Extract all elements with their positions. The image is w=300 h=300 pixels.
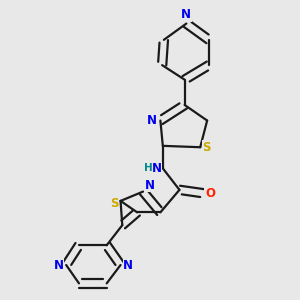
Text: S: S: [202, 141, 211, 154]
Text: H: H: [143, 164, 152, 173]
Text: N: N: [53, 259, 64, 272]
Text: N: N: [123, 259, 133, 272]
Text: N: N: [182, 8, 191, 21]
Text: N: N: [145, 179, 155, 192]
Text: O: O: [205, 187, 215, 200]
Text: S: S: [110, 197, 118, 210]
Text: N: N: [152, 162, 162, 175]
Text: N: N: [147, 114, 157, 127]
